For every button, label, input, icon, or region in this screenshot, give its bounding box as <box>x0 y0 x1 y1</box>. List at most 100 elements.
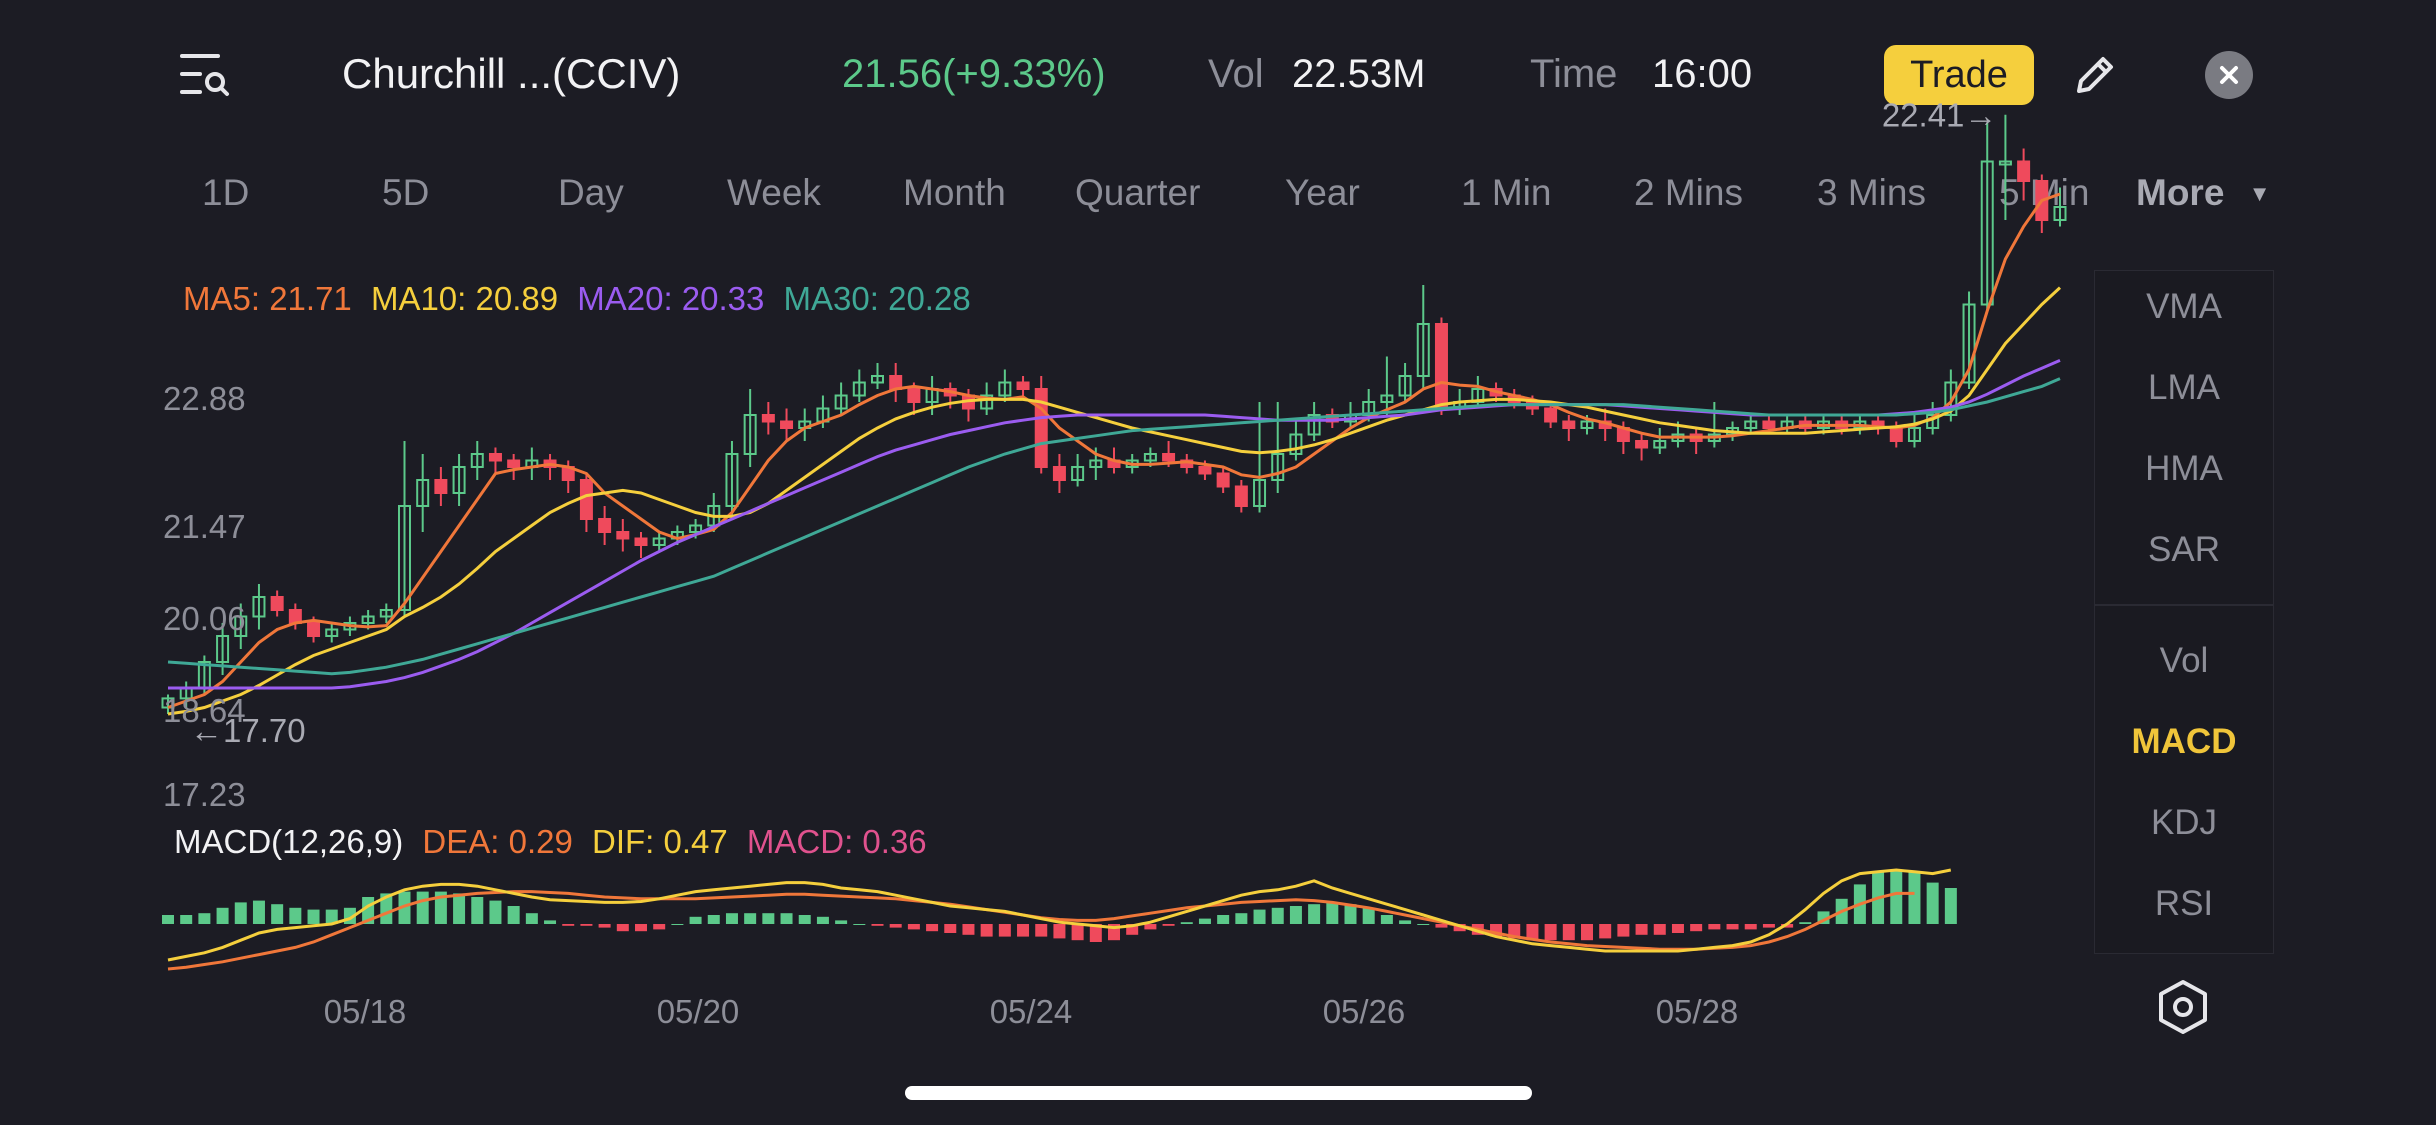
ma20-value: MA20: 20.33 <box>577 280 765 317</box>
candle-body <box>1544 407 1558 423</box>
macd-bar <box>689 916 702 924</box>
tab-day[interactable]: Day <box>558 172 624 213</box>
macd-bar <box>453 893 466 924</box>
candle-body <box>488 453 502 462</box>
macd-bar <box>1526 924 1539 941</box>
indicator-kdj[interactable]: KDJ <box>2150 803 2218 842</box>
candle-body <box>307 622 321 637</box>
candle-body <box>379 609 393 618</box>
macd-bar <box>1198 918 1211 924</box>
candle-body <box>1289 433 1303 455</box>
candle-body <box>1580 420 1594 429</box>
macd-bar <box>1781 924 1794 928</box>
candle-body <box>1016 381 1030 390</box>
tab-month[interactable]: Month <box>903 172 1006 213</box>
macd-legend: MACD(12,26,9) DEA: 0.29 DIF: 0.47 MACD: … <box>174 823 937 861</box>
macd-bar <box>252 900 265 924</box>
close-icon[interactable] <box>2205 51 2253 99</box>
macd-bar <box>1053 924 1066 939</box>
macd-bar <box>1126 924 1139 935</box>
tab-1-min[interactable]: 1 Min <box>1461 172 1552 213</box>
candle-body <box>1198 466 1212 475</box>
tab-week[interactable]: Week <box>727 172 821 213</box>
candle-body <box>743 414 757 455</box>
candle-body <box>361 615 375 624</box>
macd-bar <box>289 907 302 924</box>
indicator-macd[interactable]: MACD <box>2131 722 2237 761</box>
macd-bar <box>471 897 484 924</box>
indicator-vol[interactable]: Vol <box>2159 641 2209 680</box>
candle-body <box>1889 427 1903 442</box>
indicator-hma[interactable]: HMA <box>2145 449 2223 488</box>
candle-body <box>1271 453 1285 481</box>
macd-bar <box>762 913 775 924</box>
macd-bar <box>434 891 447 924</box>
macd-bar <box>780 913 793 924</box>
macd-bar <box>162 915 174 924</box>
tab-3-mins[interactable]: 3 Mins <box>1817 172 1926 213</box>
candle-body <box>907 388 921 403</box>
tab-more[interactable]: More ▼ <box>2136 172 2270 214</box>
macd-bar <box>325 909 338 924</box>
macd-bar <box>871 924 884 926</box>
candle-body <box>1907 427 1921 442</box>
volume-label: Vol <box>1208 52 1264 96</box>
macd-bar <box>1362 907 1375 924</box>
macd-bar <box>998 924 1011 937</box>
macd-bar <box>671 924 684 925</box>
candle-body <box>1071 466 1085 481</box>
tab-2-mins[interactable]: 2 Mins <box>1634 172 1743 213</box>
macd-bar <box>1799 922 1812 924</box>
tab-1d[interactable]: 1D <box>202 172 250 213</box>
macd-bar <box>1071 924 1084 941</box>
indicator-lma[interactable]: LMA <box>2148 368 2220 407</box>
candle-body <box>725 453 739 507</box>
macd-bar <box>580 924 593 926</box>
trade-button[interactable]: Trade <box>1884 45 2034 105</box>
indicator-vma[interactable]: VMA <box>2146 287 2222 326</box>
macd-bar <box>416 891 429 924</box>
time-label: Time <box>1530 52 1618 96</box>
ma-line-ma20 <box>168 359 2061 690</box>
settings-hexagon-icon[interactable] <box>2157 978 2209 1036</box>
pencil-icon[interactable] <box>2070 50 2120 100</box>
macd-bar <box>944 924 957 933</box>
candle-body <box>1253 479 1267 507</box>
macd-bar <box>1944 888 1957 924</box>
y-tick: 20.06 <box>163 600 246 637</box>
candle-body <box>1089 459 1103 468</box>
macd-bar <box>816 916 829 924</box>
macd-bar <box>725 913 738 924</box>
indicator-divider <box>2095 604 2273 606</box>
macd-bar <box>1544 924 1557 941</box>
indicator-rsi[interactable]: RSI <box>2154 884 2214 923</box>
candle-body <box>325 628 339 637</box>
candle-body <box>1034 388 1048 468</box>
tab-year[interactable]: Year <box>1285 172 1360 213</box>
macd-bar <box>1017 924 1030 937</box>
dea-value: DEA: 0.29 <box>422 823 573 860</box>
candle-body <box>634 537 648 546</box>
macd-bar <box>598 924 611 928</box>
candle-body <box>216 635 230 663</box>
ma5-value: MA5: 21.71 <box>183 280 352 317</box>
candle-body <box>1998 160 2012 166</box>
macd-bar <box>380 893 393 924</box>
ticker-name[interactable]: Churchill ...(CCIV) <box>342 50 681 97</box>
candle-body <box>1744 420 1758 429</box>
x-tick: 05/18 <box>323 993 407 1030</box>
tab-5d[interactable]: 5D <box>382 172 430 213</box>
candle-body <box>652 537 666 546</box>
macd-value: MACD: 0.36 <box>746 823 927 860</box>
macd-bar <box>616 924 629 932</box>
macd-bar <box>798 915 811 924</box>
macd-bar <box>1380 915 1393 924</box>
menu-search-icon[interactable] <box>176 50 232 100</box>
macd-bar <box>1599 924 1612 939</box>
macd-bar <box>1762 924 1775 928</box>
macd-bar <box>180 915 193 924</box>
tab-quarter[interactable]: Quarter <box>1075 172 1201 213</box>
indicator-sar[interactable]: SAR <box>2148 530 2220 569</box>
macd-bar <box>1417 924 1430 925</box>
